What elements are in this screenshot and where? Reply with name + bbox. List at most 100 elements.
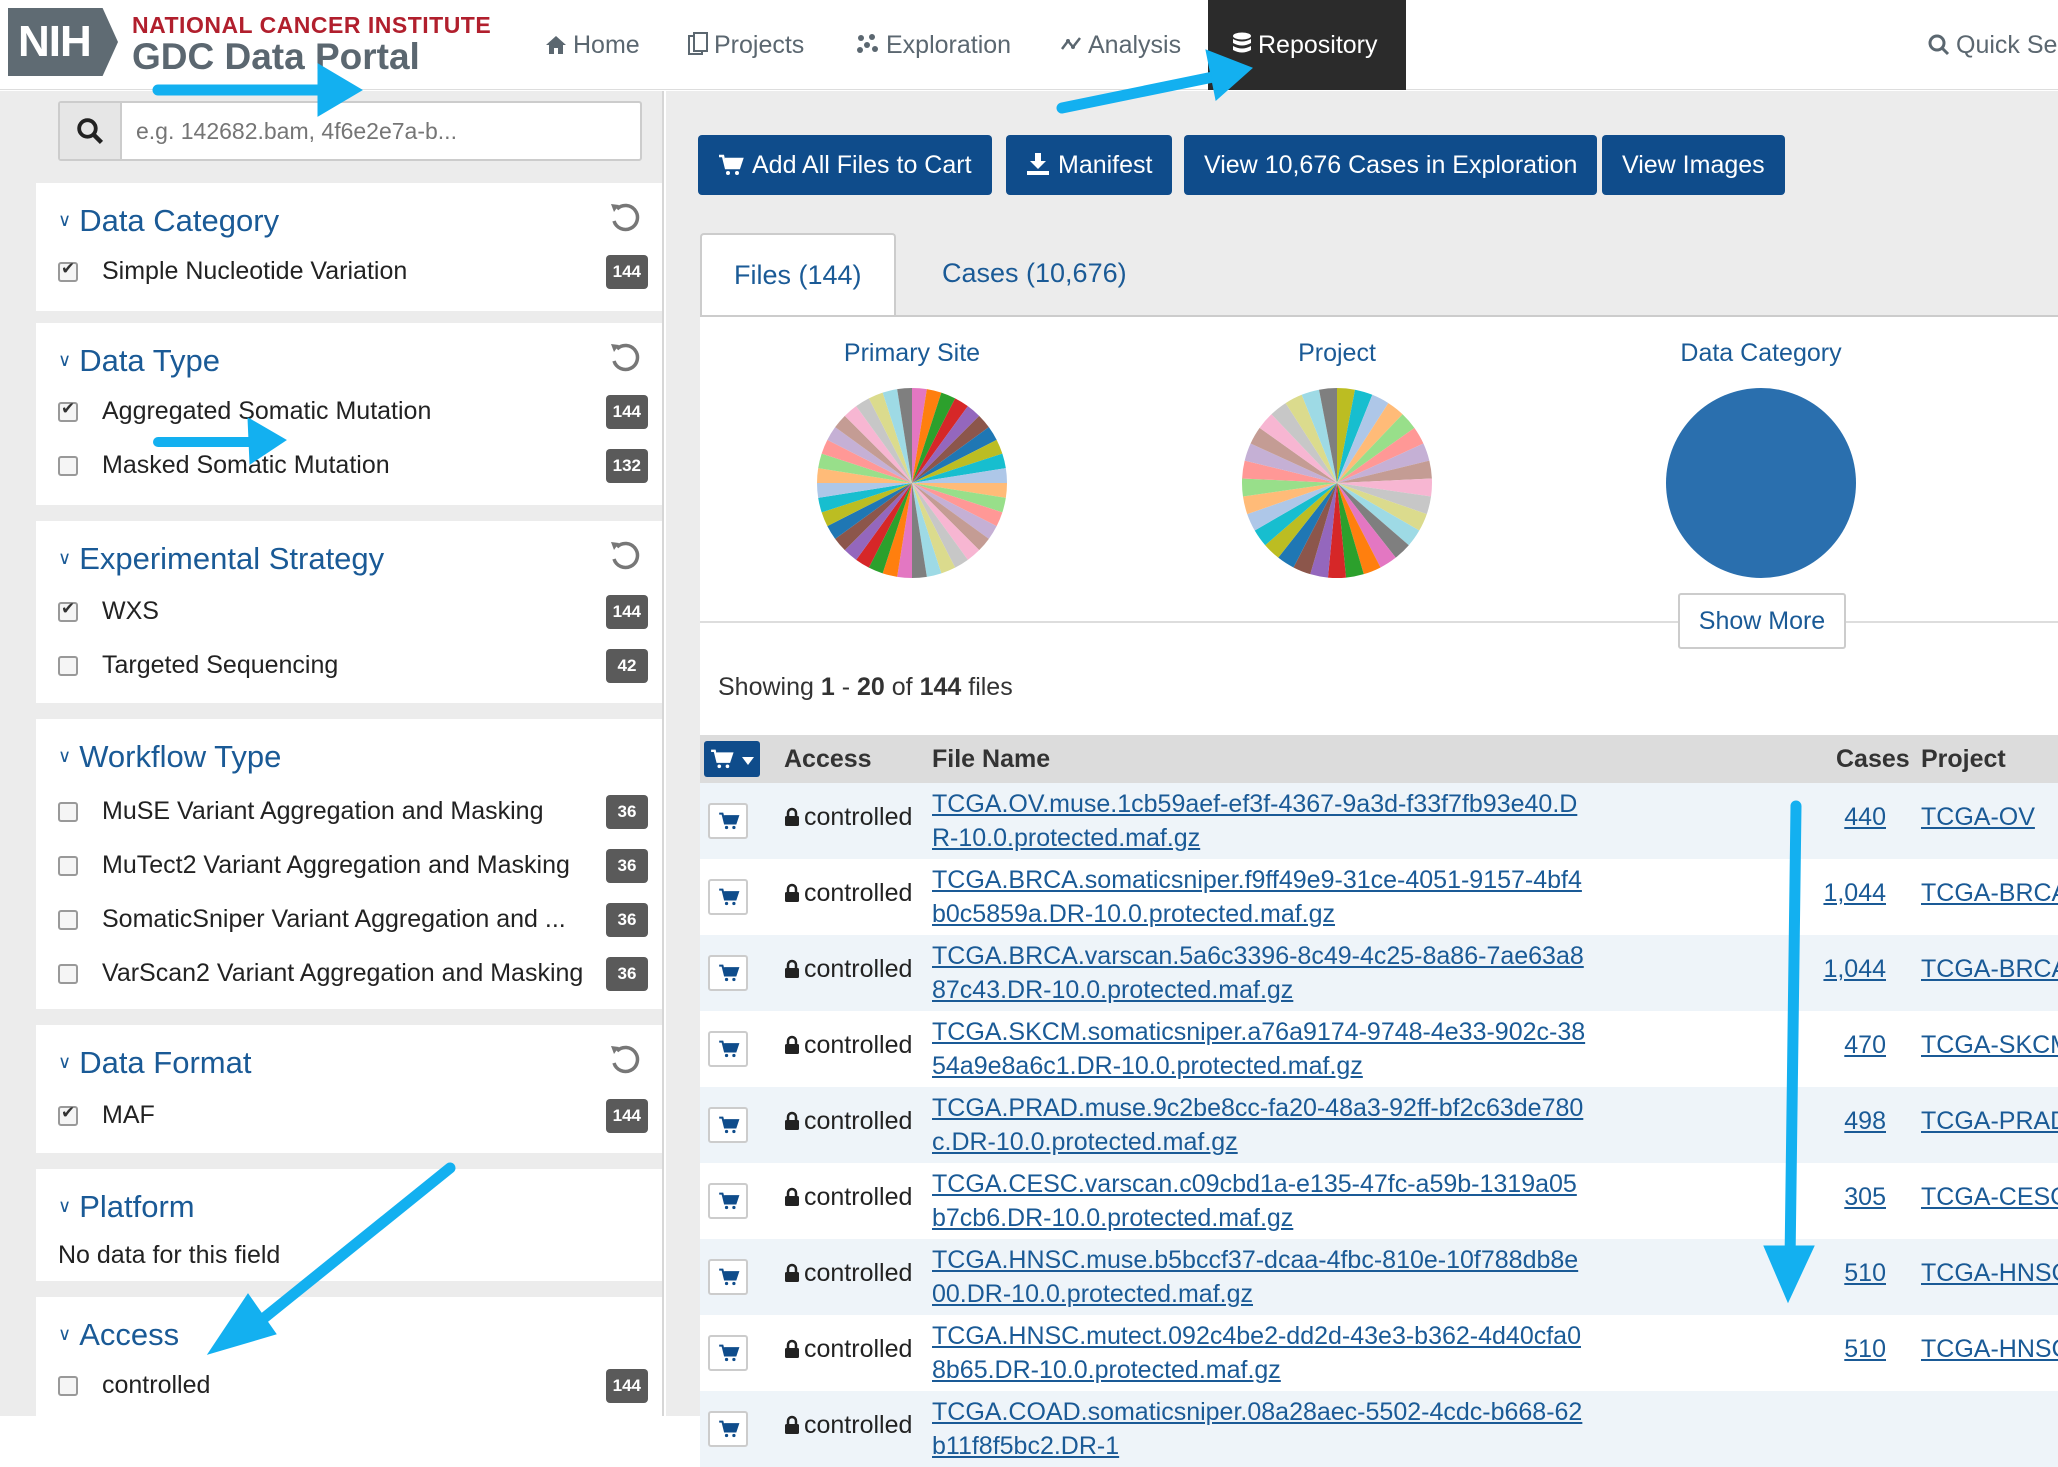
project-link[interactable]: TCGA-BRCA — [1921, 955, 2058, 983]
column-header-cases[interactable]: Cases — [1836, 745, 1910, 773]
nav-repository[interactable]: Repository — [1208, 0, 1406, 90]
checkbox[interactable] — [58, 1376, 78, 1396]
project-link[interactable]: TCGA-HNSC — [1921, 1259, 2058, 1287]
pie-slice[interactable] — [1242, 483, 1337, 515]
nih-logo[interactable]: NIH — [8, 8, 118, 76]
manifest-button[interactable]: Manifest — [1006, 135, 1173, 195]
cases-link[interactable]: 305 — [1844, 1183, 1886, 1211]
pie-slice[interactable] — [912, 483, 1003, 527]
add-to-cart-button[interactable] — [708, 955, 748, 991]
pie-slice[interactable] — [1254, 483, 1337, 546]
facet-title-platform[interactable]: ∨ Platform — [58, 1189, 195, 1224]
file-name-link[interactable]: TCGA.CESC.varscan.c09cbd1a-e135-47fc-a59… — [932, 1170, 1577, 1232]
pie-slice[interactable] — [912, 389, 942, 483]
checkbox[interactable] — [58, 456, 78, 476]
file-name-link[interactable]: TCGA.BRCA.varscan.5a6c3396-8c49-4c25-8a8… — [932, 942, 1584, 1004]
pie-slice-simple-nucleotide-variation[interactable] — [1666, 388, 1856, 578]
facet-option[interactable]: Aggregated Somatic Mutation 144 — [58, 395, 648, 431]
facet-option[interactable]: MuTect2 Variant Aggregation and Masking … — [58, 849, 648, 885]
facet-option[interactable]: Targeted Sequencing 42 — [58, 649, 648, 685]
pie-slice[interactable] — [912, 439, 1003, 483]
pie-slice[interactable] — [912, 483, 989, 551]
pie-slice[interactable] — [835, 483, 912, 551]
pie-slice[interactable] — [1337, 478, 1432, 497]
pie-slice[interactable] — [1337, 443, 1430, 483]
file-name-link[interactable]: TCGA.COAD.somaticsniper.08a28aec-5502-4c… — [932, 1398, 1583, 1460]
pie-slice[interactable] — [821, 483, 912, 527]
project-link[interactable]: TCGA-PRAD — [1921, 1107, 2058, 1135]
project-link[interactable]: TCGA-SKCM — [1921, 1031, 2058, 1059]
pie-slice[interactable] — [912, 483, 980, 560]
tab-files[interactable]: Files (144) — [700, 233, 896, 319]
pie-slice[interactable] — [912, 406, 980, 483]
facet-option[interactable]: Simple Nucleotide Variation 144 — [58, 255, 648, 291]
facet-option[interactable]: VarScan2 Variant Aggregation and Masking… — [58, 957, 648, 993]
project-pie-chart[interactable] — [1241, 387, 1433, 579]
primary-site-pie-chart[interactable] — [816, 387, 1008, 579]
pie-slice[interactable] — [818, 453, 912, 483]
pie-slice[interactable] — [1242, 478, 1337, 497]
view-cases-in-exploration-button[interactable]: View 10,676 Cases in Exploration — [1184, 135, 1598, 195]
pie-slice[interactable] — [1337, 389, 1373, 483]
facet-title-access[interactable]: ∨ Access — [58, 1317, 180, 1352]
pie-slice[interactable] — [1301, 389, 1337, 483]
data-category-pie-chart[interactable] — [1665, 387, 1857, 579]
pie-slice[interactable] — [827, 427, 912, 483]
facet-option[interactable]: MuSE Variant Aggregation and Masking 36 — [58, 795, 648, 831]
checkbox[interactable] — [58, 399, 78, 422]
pie-slice[interactable] — [817, 483, 912, 498]
reset-icon[interactable] — [608, 539, 642, 573]
pie-slice[interactable] — [844, 406, 912, 483]
pie-slice[interactable] — [912, 483, 1007, 498]
checkbox[interactable] — [58, 802, 78, 822]
pie-slice[interactable] — [1327, 483, 1347, 579]
pie-slice[interactable] — [912, 398, 968, 483]
pie-slice[interactable] — [817, 468, 912, 483]
reset-icon[interactable] — [608, 341, 642, 375]
add-to-cart-button[interactable] — [708, 879, 748, 915]
pie-slice[interactable] — [912, 427, 997, 483]
pie-slice[interactable] — [1337, 483, 1364, 578]
nav-home[interactable]: Home — [545, 0, 640, 90]
column-header-project[interactable]: Project — [1921, 745, 2006, 773]
pie-slice[interactable] — [912, 483, 968, 568]
file-name-link[interactable]: TCGA.HNSC.mutect.092c4be2-dd2d-43e3-b362… — [932, 1322, 1581, 1384]
pie-slice[interactable] — [827, 483, 912, 539]
project-link[interactable]: TCGA-OV — [1921, 803, 2035, 831]
pie-slice[interactable] — [835, 415, 912, 483]
pie-slice[interactable] — [912, 483, 942, 577]
cases-link[interactable]: 1,044 — [1823, 879, 1886, 907]
cases-link[interactable]: 498 — [1844, 1107, 1886, 1135]
file-name-link[interactable]: TCGA.HNSC.muse.b5bccf37-dcaa-4fbc-810e-1… — [932, 1246, 1579, 1308]
nav-exploration[interactable]: Exploration — [856, 0, 1011, 90]
add-to-cart-button[interactable] — [708, 803, 748, 839]
pie-slice[interactable] — [1337, 483, 1396, 568]
pie-slice[interactable] — [1337, 388, 1355, 483]
pie-slice[interactable] — [1337, 427, 1424, 483]
quick-search[interactable]: Quick Se — [1928, 0, 2057, 90]
add-to-cart-button[interactable] — [708, 1259, 748, 1295]
checkbox[interactable] — [58, 964, 78, 984]
pie-slice[interactable] — [1319, 388, 1337, 483]
pie-slice[interactable] — [1337, 483, 1381, 575]
column-header-file-name[interactable]: File Name — [932, 745, 1051, 773]
pie-slice[interactable] — [856, 398, 912, 483]
pie-slice[interactable] — [1337, 483, 1432, 515]
pie-slice[interactable] — [1337, 483, 1427, 531]
file-search-input[interactable] — [134, 111, 624, 151]
pie-slice[interactable] — [856, 483, 912, 568]
search-button[interactable] — [60, 103, 122, 159]
add-to-cart-button[interactable] — [708, 1183, 748, 1219]
facet-option[interactable]: Masked Somatic Mutation 132 — [58, 449, 648, 485]
pie-slice[interactable] — [1250, 427, 1337, 483]
pie-slice[interactable] — [882, 483, 912, 577]
pie-slice[interactable] — [1337, 460, 1432, 483]
cart-menu-button[interactable] — [704, 741, 760, 777]
facet-title-data-format[interactable]: ∨ Data Format — [58, 1045, 252, 1080]
pie-slice[interactable] — [1247, 483, 1337, 531]
pie-slice[interactable] — [1337, 414, 1415, 483]
facet-option[interactable]: controlled 144 — [58, 1369, 648, 1405]
facet-title-data-category[interactable]: ∨ Data Category — [58, 203, 280, 238]
pie-slice[interactable] — [1337, 483, 1409, 558]
file-name-link[interactable]: TCGA.SKCM.somaticsniper.a76a9174-9748-4e… — [932, 1018, 1586, 1080]
